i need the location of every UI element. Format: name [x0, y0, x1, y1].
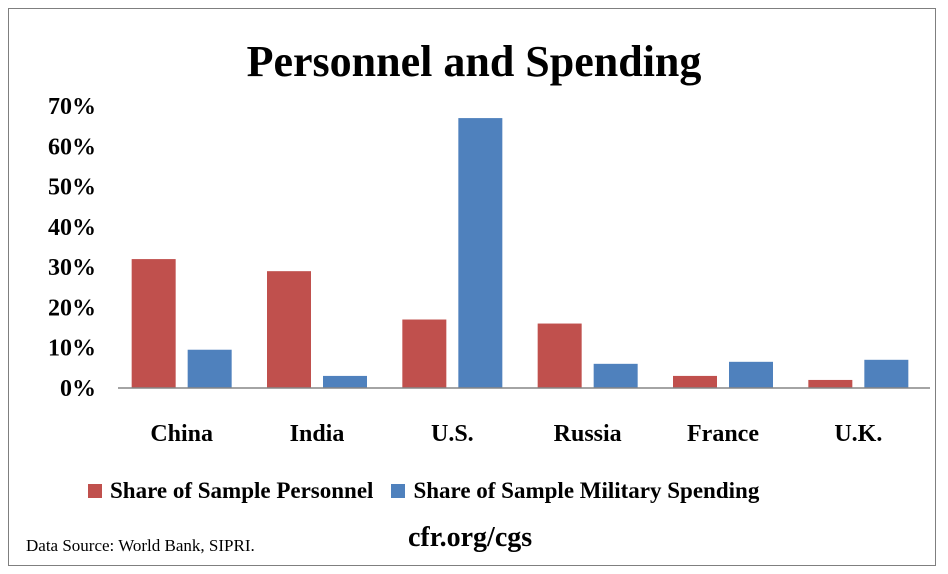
bar-spending-china	[187, 349, 232, 388]
y-tick-label: 50%	[48, 175, 96, 201]
legend-item-personnel: Share of Sample Personnel	[88, 478, 373, 504]
legend-label-spending: Share of Sample Military Spending	[413, 478, 760, 503]
bar-personnel-china	[131, 259, 176, 388]
bar-spending-france	[729, 361, 773, 388]
x-axis: China India U.S. Russia France U.K.	[150, 421, 882, 447]
bar-personnel-france	[673, 375, 717, 388]
bar-personnel-uk	[808, 379, 853, 388]
x-tick-label: China	[150, 421, 213, 447]
legend-swatch-spending	[391, 484, 406, 498]
x-tick-label: U.S.	[431, 421, 474, 447]
site-link[interactable]: cfr.org/cgs	[408, 522, 533, 553]
bar-personnel-india	[267, 271, 311, 388]
legend-swatch-personnel	[88, 484, 102, 498]
y-tick-label: 0%	[60, 376, 96, 402]
data-source: Data Source: World Bank, SIPRI.	[26, 536, 255, 555]
y-tick-label: 10%	[48, 336, 96, 362]
bar-spending-uk	[864, 359, 909, 388]
bar-personnel-russia	[537, 323, 582, 388]
chart-title: Personnel and Spending	[246, 37, 702, 86]
bar-personnel-us	[402, 319, 447, 388]
legend-label-personnel: Share of Sample Personnel	[110, 478, 374, 503]
y-axis: 0% 10% 20% 30% 40% 50% 60% 70%	[48, 94, 96, 402]
y-tick-label: 70%	[48, 94, 96, 120]
y-tick-label: 20%	[48, 295, 96, 321]
x-tick-label: India	[290, 421, 345, 447]
legend-item-spending: Share of Sample Military Spending	[391, 478, 759, 504]
bar-spending-india	[323, 375, 367, 388]
bar-spending-us	[458, 118, 503, 388]
legend: Share of Sample Personnel Share of Sampl…	[88, 478, 777, 504]
bars	[131, 118, 909, 388]
x-tick-label: U.K.	[834, 421, 882, 447]
x-tick-label: Russia	[554, 421, 622, 447]
y-tick-label: 30%	[48, 255, 96, 281]
y-tick-label: 40%	[48, 215, 96, 241]
x-tick-label: France	[687, 421, 759, 447]
bar-spending-russia	[593, 363, 638, 388]
y-tick-label: 60%	[48, 134, 96, 160]
